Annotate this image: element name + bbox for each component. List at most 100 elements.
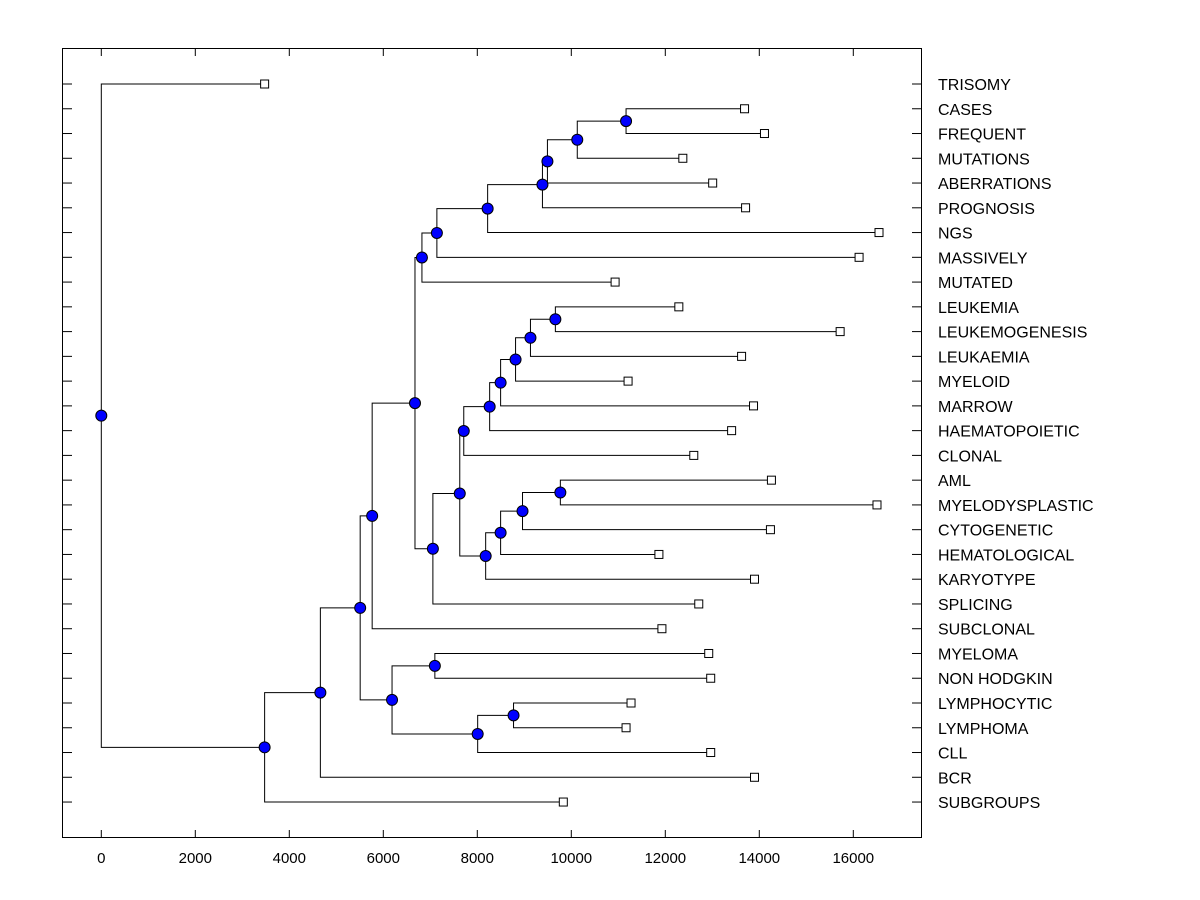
dendrogram-link <box>576 139 683 159</box>
leaf-marker <box>750 574 760 584</box>
dendrogram-link <box>432 493 460 549</box>
x-tick-label: 10000 <box>550 850 592 867</box>
dendrogram-link <box>319 692 755 778</box>
leaf-marker <box>741 203 751 213</box>
merge-node-marker <box>509 353 522 366</box>
leaf-label: MUTATED <box>938 275 1013 292</box>
dendrogram-link <box>264 692 321 748</box>
merge-node-marker <box>494 376 507 389</box>
dendrogram-link <box>421 257 616 283</box>
leaf-marker <box>749 401 759 411</box>
merge-node-marker <box>541 155 554 168</box>
leaf-label: HAEMATOPOIETIC <box>938 424 1080 441</box>
leaf-label: SPLICING <box>938 597 1013 614</box>
leaf-marker <box>704 648 714 658</box>
leaf-label: ABERRATIONS <box>938 176 1052 193</box>
dendrogram-link <box>529 318 556 338</box>
merge-node-marker <box>620 115 633 128</box>
leaf-label: MYELODYSPLASTIC <box>938 498 1094 515</box>
leaf-label: MUTATIONS <box>938 151 1030 168</box>
merge-node-marker <box>408 397 421 410</box>
dendrogram-link <box>319 607 361 693</box>
dendrogram-link <box>522 492 561 512</box>
leaf-marker <box>621 723 631 733</box>
leaf-marker <box>727 426 737 436</box>
dendrogram-link <box>359 515 373 608</box>
marks-layer <box>95 79 884 807</box>
dendrogram-link <box>625 108 745 122</box>
leaf-label: LEUKEMIA <box>938 300 1019 317</box>
dendrogram-link <box>546 161 713 184</box>
leaf-marker <box>874 228 884 238</box>
leaf-label: CLONAL <box>938 448 1002 465</box>
dendrogram-link <box>522 511 771 531</box>
leaf-label: SUBCLONAL <box>938 622 1035 639</box>
x-tick-label: 2000 <box>179 850 212 867</box>
dendrogram-link <box>100 415 265 748</box>
dendrogram-link <box>500 382 754 407</box>
leaf-label: KARYOTYPE <box>938 572 1036 589</box>
dendrogram-link <box>359 607 393 701</box>
dendrogram-link <box>414 403 433 550</box>
leaf-marker <box>872 500 882 510</box>
leaf-marker <box>623 376 633 386</box>
dendrogram-link <box>515 359 629 382</box>
leaf-marker <box>657 624 667 634</box>
x-tick-label: 4000 <box>273 850 306 867</box>
dendrogram-link <box>489 406 732 432</box>
leaf-label: HEMATOLOGICAL <box>938 547 1074 564</box>
dendrogram-link <box>513 715 627 729</box>
leaf-label: MYELOMA <box>938 646 1018 663</box>
merge-node-marker <box>430 226 443 239</box>
dendrogram-link <box>477 714 514 734</box>
merge-node-marker <box>426 542 439 555</box>
leaf-marker <box>674 302 684 312</box>
merge-node-marker <box>571 133 584 146</box>
merge-node-marker <box>483 400 496 413</box>
merge-node-marker <box>479 549 492 562</box>
leaf-marker <box>708 178 718 188</box>
merge-node-marker <box>314 686 327 699</box>
dendrogram-link <box>391 699 478 735</box>
dendrogram-link <box>436 208 488 233</box>
dendrogram-link <box>513 702 632 716</box>
leaf-label: LYMPHOMA <box>938 721 1029 738</box>
x-tick-label: 16000 <box>832 850 874 867</box>
dendrogram-link <box>554 319 841 333</box>
dendrogram-link <box>485 555 755 580</box>
dendrogram-link <box>414 257 422 404</box>
merge-node-marker <box>536 178 549 191</box>
leaf-marker <box>706 748 716 758</box>
leaf-marker <box>654 549 664 559</box>
leaf-label: AML <box>938 473 971 490</box>
leaf-label: TRISOMY <box>938 77 1011 94</box>
leaf-label: CYTOGENETIC <box>938 523 1053 540</box>
leaf-marker <box>678 153 688 163</box>
dendrogram-link <box>529 337 742 357</box>
leaf-label: CASES <box>938 102 992 119</box>
merge-node-marker <box>95 409 108 422</box>
dendrogram-link <box>541 184 746 209</box>
merge-node-marker <box>354 601 367 614</box>
merge-node-marker <box>524 331 537 344</box>
leaf-marker <box>766 475 776 485</box>
dendrogram-link <box>371 515 662 630</box>
merge-node-marker <box>415 251 428 264</box>
merge-node-marker <box>471 727 484 740</box>
leaf-label: NON HODGKIN <box>938 671 1053 688</box>
dendrogram-link <box>436 232 860 258</box>
axes-layer: 0 2000 4000 6000 8000 10000 12000 14000 16000 TRI… <box>62 48 1094 867</box>
dendrogram-link <box>459 430 464 494</box>
dendrogram-link <box>546 139 578 162</box>
dendrogram-link <box>487 208 880 234</box>
leaf-marker <box>260 79 270 89</box>
leaf-label: BCR <box>938 770 972 787</box>
leaf-marker <box>558 797 568 807</box>
leaf-label: PROGNOSIS <box>938 201 1035 218</box>
leaf-marker <box>689 450 699 460</box>
leaf-label: SUBGROUPS <box>938 795 1040 812</box>
x-tick-label: 14000 <box>738 850 780 867</box>
leaf-marker <box>854 252 864 262</box>
leaf-marker <box>740 104 750 114</box>
